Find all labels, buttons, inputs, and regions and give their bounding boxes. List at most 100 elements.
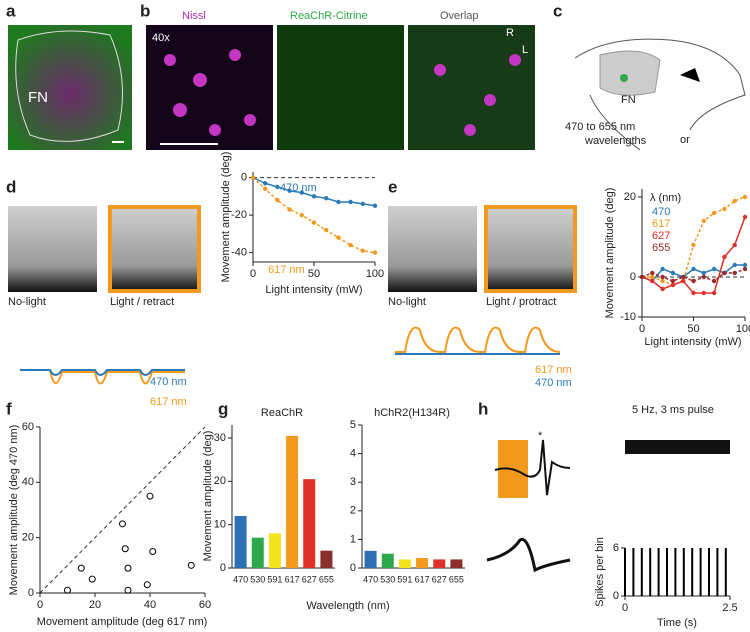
- point: [701, 270, 706, 276]
- axis: [361, 425, 465, 569]
- bar: [381, 553, 394, 568]
- x-tick-label: 0: [37, 599, 43, 611]
- y-tick-label: 0: [630, 271, 636, 283]
- identity-line: [39, 426, 206, 594]
- point: [124, 586, 132, 594]
- x-axis-label: Movement amplitude (deg 617 nm): [37, 616, 208, 628]
- raster-title: 5 Hz, 3 ms pulse: [632, 404, 714, 416]
- bar: [674, 548, 677, 596]
- point: [348, 242, 353, 248]
- point: [742, 266, 748, 272]
- point: [187, 561, 195, 569]
- x-axis-label: Time (s): [657, 617, 697, 629]
- bar: [268, 533, 281, 568]
- axis: [624, 548, 730, 597]
- point: [650, 278, 655, 284]
- bar: [303, 479, 316, 568]
- point: [650, 274, 655, 280]
- point: [722, 270, 727, 276]
- video-frame: [388, 206, 477, 292]
- bar: [699, 548, 702, 596]
- point: [263, 186, 268, 192]
- bar: [320, 550, 333, 568]
- panel-label: c: [553, 1, 562, 20]
- x-tick-label: 0: [639, 323, 645, 335]
- point: [275, 197, 280, 203]
- y-tick-label: 20: [624, 191, 636, 203]
- point: [711, 278, 717, 284]
- y-tick-label: 1: [350, 533, 356, 545]
- x-tick-label: 60: [199, 599, 211, 611]
- point: [64, 586, 71, 594]
- point: [77, 564, 85, 572]
- trace-label: 470 nm: [535, 377, 572, 389]
- series-label: 655: [652, 242, 670, 254]
- bar: [724, 548, 727, 596]
- y-tick-label: 0: [241, 172, 247, 184]
- x-tick-label: 0: [622, 602, 628, 614]
- point: [660, 274, 665, 280]
- x-tick-label: 591: [267, 574, 282, 584]
- point: [88, 575, 96, 583]
- y-tick-label: -10: [620, 311, 636, 323]
- point: [691, 266, 696, 272]
- y-tick-label: 0: [28, 587, 34, 599]
- y-tick-label: 60: [22, 421, 34, 433]
- x-tick-label: 40: [144, 599, 156, 611]
- eye: [680, 68, 700, 82]
- bar: [416, 557, 429, 568]
- panel-label: f: [6, 399, 12, 418]
- compass: L: [522, 44, 528, 56]
- y-axis-label: Movement amplitude (deg): [220, 152, 232, 283]
- x-tick-label: 100: [736, 323, 750, 335]
- point: [701, 218, 706, 224]
- y-axis-label: Movement amplitude (deg): [202, 431, 214, 562]
- y-axis-label: Spikes per bin: [594, 537, 606, 607]
- point: [691, 278, 696, 284]
- magnification: 40x: [152, 32, 170, 44]
- trace-label: 617 nm: [535, 364, 572, 376]
- chart-title: hChR2(H134R): [374, 407, 450, 419]
- y-tick-label: 4: [350, 448, 356, 460]
- y-tick-label: 0: [350, 562, 356, 574]
- x-tick-label: 530: [380, 574, 395, 584]
- y-axis-label: Movement amplitude (deg): [604, 188, 616, 319]
- point: [742, 262, 748, 268]
- x-axis-label: Wavelength (nm): [306, 600, 389, 612]
- bar: [649, 548, 652, 596]
- point: [143, 581, 151, 589]
- bar: [716, 548, 719, 596]
- x-tick-label: 627: [432, 574, 447, 584]
- point: [372, 250, 378, 255]
- x-tick-label: 50: [308, 268, 320, 280]
- point: [660, 266, 665, 272]
- bar: [708, 548, 710, 596]
- bar: [691, 548, 694, 596]
- panel-label: h: [478, 399, 488, 418]
- bar: [666, 548, 668, 596]
- point: [263, 181, 268, 186]
- y-tick-label: 6: [613, 542, 619, 554]
- legend-title: λ (nm): [650, 192, 681, 204]
- bar: [364, 550, 377, 568]
- y-tick-label: -20: [231, 209, 247, 221]
- point: [311, 220, 317, 225]
- frame-label: Light / protract: [486, 296, 556, 308]
- x-tick-label: 617: [285, 574, 300, 584]
- point: [146, 492, 154, 500]
- y-axis-label: Movement amplitude (deg 470 nm): [8, 425, 20, 596]
- point: [732, 262, 737, 268]
- trace: [494, 439, 571, 496]
- series-label: 617 nm: [268, 264, 305, 276]
- series-label: 470 nm: [280, 182, 317, 194]
- bar: [286, 435, 299, 568]
- point: [681, 274, 686, 280]
- point: [711, 290, 717, 296]
- brain: [599, 50, 661, 96]
- point: [299, 190, 304, 195]
- point: [149, 548, 157, 555]
- point: [275, 184, 280, 190]
- point: [119, 520, 126, 528]
- x-tick-label: 100: [366, 268, 384, 280]
